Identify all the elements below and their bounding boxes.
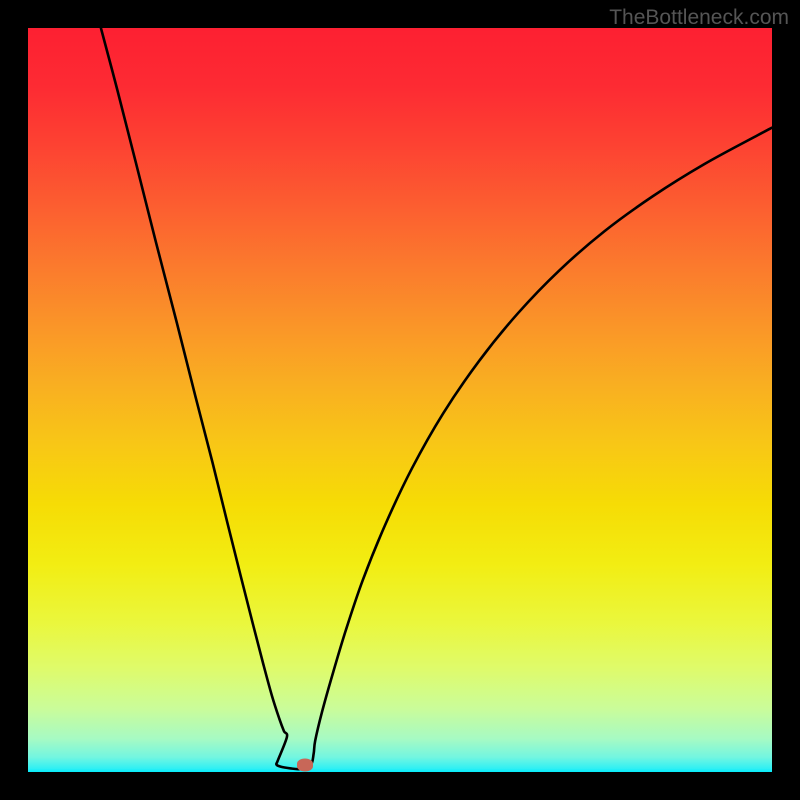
- bottleneck-curve: [28, 28, 772, 772]
- minimum-marker-icon: [297, 759, 313, 772]
- watermark-text: TheBottleneck.com: [609, 6, 789, 30]
- bottleneck-plot: [28, 28, 772, 772]
- bottleneck-curve-path: [101, 28, 772, 769]
